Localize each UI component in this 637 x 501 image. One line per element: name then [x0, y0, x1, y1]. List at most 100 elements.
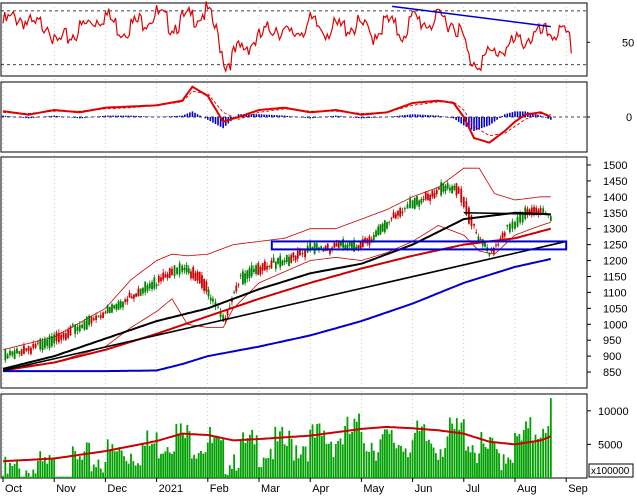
volume-bar: [177, 433, 180, 478]
candle-body: [219, 311, 222, 318]
candle-body: [257, 263, 260, 275]
volume-bar: [325, 443, 328, 478]
price-tick-label: 1050: [603, 303, 627, 315]
candle-body: [440, 182, 443, 196]
candle-body: [535, 207, 538, 214]
volume-bar: [434, 453, 437, 478]
candle-body: [99, 315, 102, 318]
volume-bar: [139, 465, 142, 478]
candle-body: [299, 249, 301, 256]
volume-bar: [411, 440, 414, 478]
month-label: Feb: [210, 483, 229, 495]
volume-bar: [509, 459, 512, 478]
candle-body: [250, 265, 253, 277]
price-candles: [4, 179, 552, 363]
volume-bar: [206, 442, 209, 478]
volume-bar: [341, 444, 344, 478]
bollinger-upper: [2, 167, 551, 351]
price-tick-label: 1200: [603, 256, 627, 268]
candle-body: [83, 320, 86, 330]
volume-bar: [286, 445, 288, 478]
volume-bar: [62, 476, 65, 478]
candle-body: [309, 242, 312, 251]
volume-bar: [482, 443, 485, 478]
panel-frame-price: [0, 156, 588, 389]
volume-bar: [309, 429, 312, 478]
candle-body: [350, 242, 353, 249]
volume-bar: [363, 443, 365, 478]
volume-bar: [425, 441, 428, 478]
candle-body: [446, 183, 449, 189]
candle-body: [27, 346, 30, 351]
volume-bar: [404, 448, 407, 478]
volume-bar: [323, 430, 326, 478]
volume-bar: [330, 441, 333, 478]
price-tick-label: 1100: [603, 287, 627, 299]
candle-body: [296, 250, 299, 259]
volume-bar: [381, 434, 384, 478]
candle-body: [242, 271, 244, 285]
candle-body: [277, 257, 279, 264]
candle-body: [104, 312, 107, 314]
volume-bar: [448, 417, 451, 478]
volume-bar: [306, 461, 309, 478]
candle-body: [416, 196, 418, 205]
candle-body: [294, 255, 297, 261]
volume-bar: [500, 470, 503, 478]
volume-bar: [365, 451, 368, 478]
volume-bar: [113, 451, 116, 478]
candle-body: [444, 185, 447, 192]
volume-bar: [39, 451, 42, 478]
price-tick-label: 1400: [603, 192, 627, 204]
volume-bar: [423, 424, 426, 478]
volume-bar: [64, 476, 67, 478]
candle-body: [142, 287, 144, 294]
candle-body: [246, 270, 249, 279]
volume-bar: [297, 458, 300, 478]
volume-bar: [402, 451, 405, 478]
candle-body: [353, 240, 355, 252]
candle-body: [261, 263, 264, 271]
candle-body: [427, 193, 429, 201]
price-trendline: [463, 211, 551, 216]
candle-body: [290, 255, 293, 263]
volume-bar: [265, 458, 267, 478]
candle-body: [64, 333, 67, 340]
volume-bar: [258, 466, 260, 478]
volume-bar: [462, 419, 465, 478]
candle-body: [422, 198, 425, 200]
volume-bar: [231, 468, 233, 478]
candle-body: [157, 275, 160, 283]
candle-body: [346, 244, 349, 250]
candle-body: [388, 222, 391, 224]
candle-body: [48, 335, 51, 349]
macd-tick-label: 0: [626, 112, 632, 124]
volume-bar: [279, 431, 281, 478]
volume-tick-label: 5000: [598, 439, 622, 451]
candle-body: [329, 248, 331, 254]
candle-body: [511, 221, 514, 229]
volume-bar: [529, 417, 532, 478]
volume-bar: [2, 475, 4, 478]
volume-bar: [484, 447, 487, 478]
ma-long-line: [3, 258, 551, 373]
candle-body: [484, 242, 486, 248]
ma-short-line: [2, 211, 551, 370]
volume-bar: [71, 446, 74, 478]
candle-body: [488, 252, 491, 256]
candle-body: [32, 343, 35, 348]
candle-body: [226, 309, 229, 316]
volume-bar: [455, 418, 458, 478]
volume-bar: [351, 432, 353, 478]
volume-bar: [473, 452, 476, 478]
candle-body: [411, 200, 414, 209]
candle-body: [364, 238, 366, 243]
volume-bar: [337, 441, 340, 478]
volume-bar: [537, 438, 539, 478]
volume-bar: [375, 460, 377, 478]
candle-body: [301, 252, 304, 255]
volume-bar: [16, 459, 18, 478]
month-label: Sep: [568, 483, 588, 495]
candle-body: [357, 245, 360, 249]
volume-bar: [102, 472, 104, 478]
